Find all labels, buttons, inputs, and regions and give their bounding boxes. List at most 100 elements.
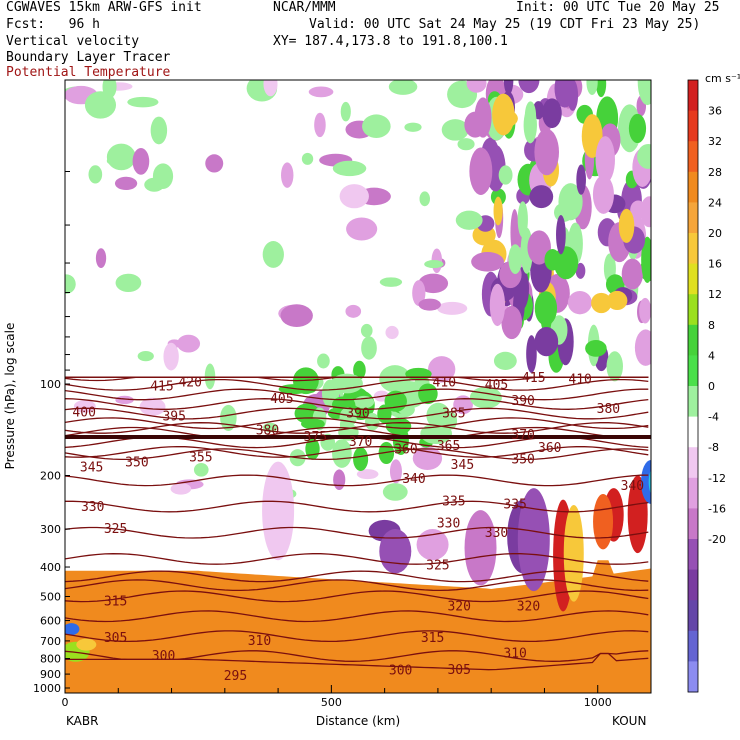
theta-label: 380 <box>256 423 279 438</box>
velocity-cell <box>575 262 586 279</box>
x-tick-label: 1000 <box>584 696 612 709</box>
x-endpoint-right: KOUN <box>612 714 646 728</box>
theta-label: 360 <box>538 441 561 456</box>
colorbar-swatch <box>688 600 698 632</box>
y-tick-label: 900 <box>40 668 61 681</box>
velocity-cell <box>88 165 103 184</box>
colorbar-tick-label: -16 <box>708 502 726 515</box>
velocity-cell <box>457 138 475 151</box>
velocity-cell <box>340 101 351 122</box>
velocity-cell <box>76 638 97 651</box>
plot-frame <box>64 79 652 694</box>
velocity-cell <box>419 191 430 207</box>
colorbar-tick-label: -4 <box>708 411 719 424</box>
velocity-cell <box>498 165 513 185</box>
y-tick-label: 200 <box>40 470 61 483</box>
velocity-cell <box>508 244 523 275</box>
theta-label: 320 <box>447 599 470 614</box>
theta-label: 330 <box>81 500 104 515</box>
theta-label: 370 <box>511 428 534 443</box>
velocity-cell <box>356 469 379 480</box>
velocity-cell <box>501 305 523 340</box>
theta-label: 400 <box>72 405 95 420</box>
colorbar-swatch <box>688 355 698 387</box>
velocity-cell <box>301 152 314 165</box>
theta-contour <box>65 417 649 430</box>
velocity-cell <box>437 301 468 315</box>
velocity-cell <box>586 80 598 95</box>
theta-label: 365 <box>437 439 460 454</box>
colorbar-swatch <box>688 263 698 295</box>
velocity-cell <box>404 122 422 132</box>
theta-label: 385 <box>442 406 465 421</box>
velocity-cell <box>132 148 150 175</box>
theta-label: 420 <box>178 375 201 390</box>
velocity-cell <box>606 351 623 382</box>
velocity-cell <box>464 510 497 586</box>
theta-label: 395 <box>162 410 185 425</box>
velocity-cell <box>618 208 635 243</box>
theta-contour <box>65 570 649 583</box>
theta-label: 390 <box>511 394 534 409</box>
velocity-cell <box>634 329 651 366</box>
colorbar-tick-label: 24 <box>708 196 722 209</box>
y-tick-label: 600 <box>40 615 61 628</box>
center-label: NCAR/MMM <box>273 0 336 15</box>
velocity-cell <box>595 80 607 98</box>
velocity-cell <box>361 336 377 360</box>
velocity-cell <box>426 402 451 429</box>
theta-contour <box>65 610 649 623</box>
velocity-cell <box>416 529 449 561</box>
theta-label: 405 <box>270 392 293 407</box>
theta-label: 305 <box>447 663 470 678</box>
velocity-cell <box>621 258 644 290</box>
colorbar-swatch <box>688 202 698 234</box>
x-tick-label: 0 <box>62 696 69 709</box>
colorbar-swatch <box>688 386 698 418</box>
theta-contour <box>65 590 649 603</box>
velocity-cell <box>205 154 224 173</box>
theta-label: 325 <box>426 558 449 573</box>
theta-label: 405 <box>485 378 508 393</box>
velocity-cell <box>412 280 426 306</box>
colorbar-swatch <box>688 508 698 540</box>
velocity-cell <box>591 292 612 314</box>
velocity-cell <box>441 119 469 141</box>
y-tick-label: 100 <box>40 378 61 391</box>
theta-contour <box>65 474 649 487</box>
theta-label: 315 <box>104 594 127 609</box>
velocity-cell <box>379 365 411 393</box>
forecast-hour: Fcst: 96 h <box>6 17 100 32</box>
boundary-layer-band <box>65 579 651 693</box>
velocity-cell <box>360 323 373 338</box>
velocity-cell <box>332 439 352 468</box>
theta-label: 355 <box>189 450 212 465</box>
velocity-cell <box>544 248 561 271</box>
colorbar-tick-label: 8 <box>708 319 715 332</box>
colorbar-tick-label: 0 <box>708 380 715 393</box>
y-tick-label: 500 <box>40 590 61 603</box>
x-tick-label: 500 <box>321 696 342 709</box>
colorbar-swatch <box>688 80 698 112</box>
theta-label: 360 <box>394 443 417 458</box>
velocity-cell <box>262 461 295 561</box>
velocity-cell <box>84 91 117 119</box>
velocity-cell <box>534 327 559 357</box>
velocity-cell <box>339 184 369 209</box>
velocity-cell <box>317 353 330 369</box>
velocity-cell <box>503 80 514 95</box>
theta-contour <box>65 398 649 410</box>
velocity-cell <box>595 136 615 184</box>
colorbar-tick-label: 32 <box>708 135 722 148</box>
velocity-cell <box>542 98 562 129</box>
theta-label: 320 <box>517 599 540 614</box>
theta-label: 330 <box>485 526 508 541</box>
velocity-cell <box>576 164 586 195</box>
theta-label: 305 <box>104 631 127 646</box>
theta-contour <box>65 388 649 401</box>
y-tick-label: 400 <box>40 561 61 574</box>
field-boundary-layer-tracer: Boundary Layer Tracer <box>6 50 171 65</box>
theta-label: 325 <box>104 522 127 537</box>
init-time: Init: 00 UTC Tue 20 May 25 <box>516 0 720 15</box>
